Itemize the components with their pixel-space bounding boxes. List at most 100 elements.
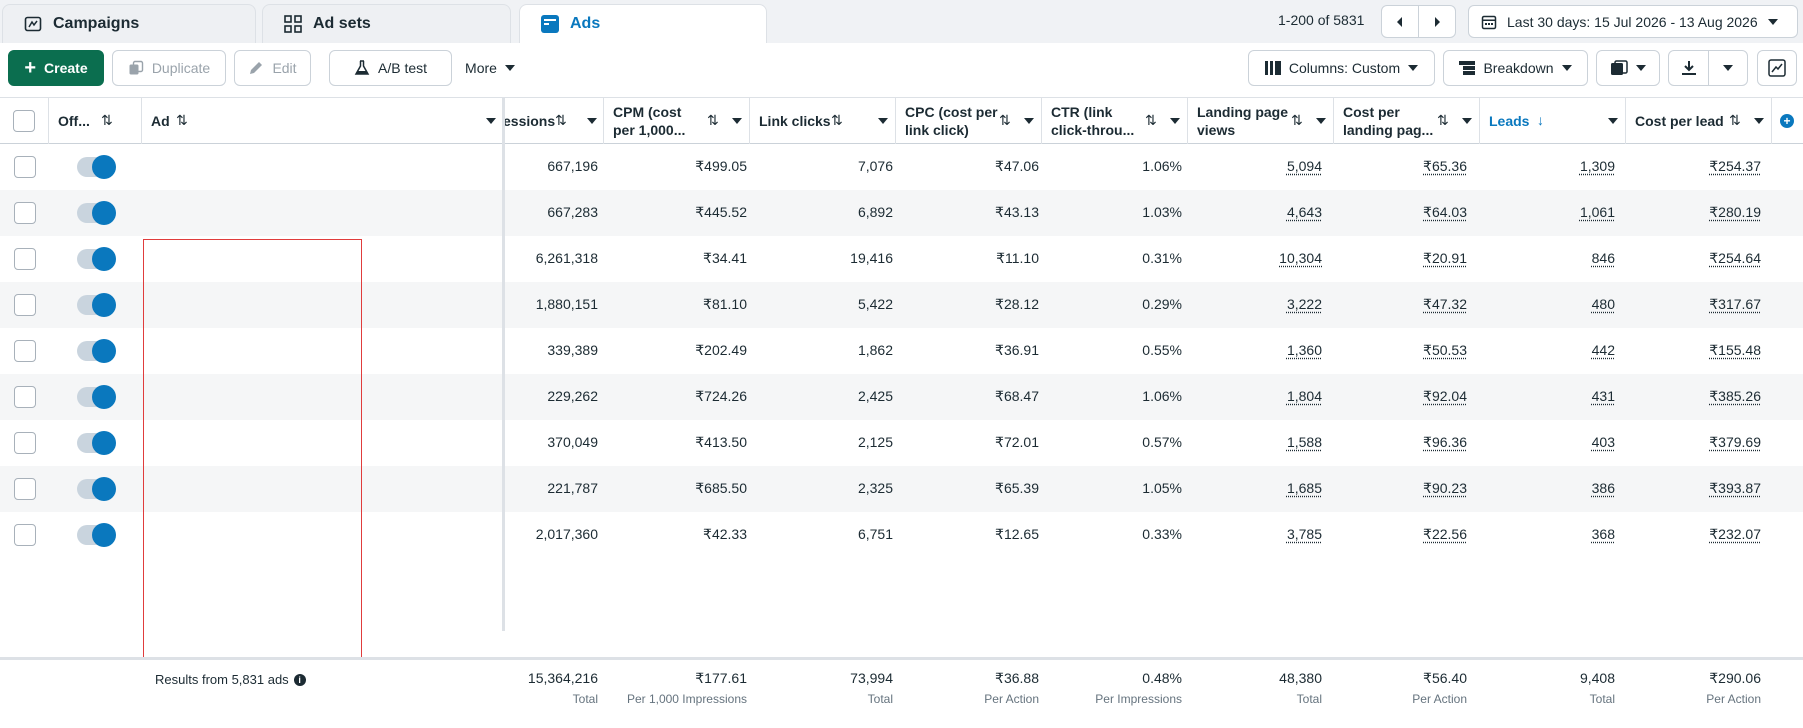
cell-lpv[interactable]: 3,785 bbox=[1287, 526, 1322, 542]
header-cpm[interactable]: CPM (cost per 1,000... ⇅ bbox=[604, 98, 750, 144]
row-checkbox[interactable] bbox=[14, 156, 36, 178]
cell-cplpv[interactable]: ₹65.36 bbox=[1423, 158, 1467, 175]
sort-icon[interactable]: ⇅ bbox=[707, 112, 719, 129]
cell-cplpv[interactable]: ₹96.36 bbox=[1423, 434, 1467, 451]
charts-button[interactable] bbox=[1757, 50, 1797, 86]
tab-campaigns[interactable]: Campaigns bbox=[2, 4, 256, 43]
more-button[interactable]: More bbox=[452, 50, 528, 86]
cell-lpv[interactable]: 5,094 bbox=[1287, 158, 1322, 174]
row-checkbox[interactable] bbox=[14, 294, 36, 316]
row-checkbox[interactable] bbox=[14, 432, 36, 454]
columns-button[interactable]: Columns: Custom bbox=[1248, 50, 1435, 86]
sort-icon[interactable]: ⇅ bbox=[1437, 112, 1449, 129]
header-cpc[interactable]: CPC (cost per link click) ⇅ bbox=[896, 98, 1042, 144]
header-ad[interactable]: Ad ⇅ bbox=[142, 98, 503, 144]
create-button[interactable]: + Create bbox=[8, 50, 104, 86]
select-all-checkbox[interactable] bbox=[13, 110, 35, 132]
export-button[interactable] bbox=[1668, 50, 1709, 86]
cell-cplpv[interactable]: ₹92.04 bbox=[1423, 388, 1467, 405]
cell-lpv[interactable]: 10,304 bbox=[1279, 250, 1322, 266]
cell-lpv[interactable]: 1,588 bbox=[1287, 434, 1322, 450]
cell-cpl[interactable]: ₹379.69 bbox=[1709, 434, 1761, 451]
row-checkbox[interactable] bbox=[14, 478, 36, 500]
header-cost-per-lead[interactable]: Cost per lead ⇅ bbox=[1626, 98, 1772, 144]
add-column-icon[interactable]: + bbox=[1780, 114, 1794, 128]
cell-cpl[interactable]: ₹254.64 bbox=[1709, 250, 1761, 267]
chevron-down-icon[interactable] bbox=[1316, 118, 1326, 124]
cell-cplpv[interactable]: ₹64.03 bbox=[1423, 204, 1467, 221]
header-landing-page-views[interactable]: Landing page views ⇅ bbox=[1188, 98, 1334, 144]
row-checkbox[interactable] bbox=[14, 340, 36, 362]
sort-icon[interactable]: ⇅ bbox=[555, 112, 567, 129]
table-row[interactable]: 667,196 ₹499.05 7,076 ₹47.06 1.06% 5,094 ₹65.3… bbox=[0, 144, 1803, 190]
ad-status-toggle[interactable] bbox=[77, 295, 115, 315]
sort-icon[interactable]: ⇅ bbox=[101, 112, 113, 129]
ad-status-toggle[interactable] bbox=[77, 203, 115, 223]
cell-cplpv[interactable]: ₹20.91 bbox=[1423, 250, 1467, 267]
ad-status-toggle[interactable] bbox=[77, 433, 115, 453]
cell-cplpv[interactable]: ₹22.56 bbox=[1423, 526, 1467, 543]
chevron-down-icon[interactable] bbox=[1462, 118, 1472, 124]
ad-status-toggle[interactable] bbox=[77, 249, 115, 269]
date-range-picker[interactable]: Last 30 days: 15 Jul 2026 - 13 Aug 2026 bbox=[1468, 5, 1798, 38]
sort-icon[interactable]: ⇅ bbox=[176, 112, 188, 129]
cell-cpl[interactable]: ₹317.67 bbox=[1709, 296, 1761, 313]
cell-leads[interactable]: 386 bbox=[1592, 480, 1615, 496]
row-checkbox[interactable] bbox=[14, 202, 36, 224]
header-ctr[interactable]: CTR (link click-throu... ⇅ bbox=[1042, 98, 1188, 144]
chevron-down-icon[interactable] bbox=[732, 118, 742, 124]
cell-cpl[interactable]: ₹155.48 bbox=[1709, 342, 1761, 359]
cell-lpv[interactable]: 1,360 bbox=[1287, 342, 1322, 358]
export-dropdown-button[interactable] bbox=[1708, 50, 1748, 86]
sort-icon[interactable]: ⇅ bbox=[999, 112, 1011, 129]
info-icon[interactable]: i bbox=[294, 674, 306, 686]
sort-icon[interactable]: ⇅ bbox=[1145, 112, 1157, 129]
ad-status-toggle[interactable] bbox=[77, 387, 115, 407]
header-off[interactable]: Off... ⇅ bbox=[49, 98, 142, 144]
cell-cpl[interactable]: ₹232.07 bbox=[1709, 526, 1761, 543]
cell-leads[interactable]: 403 bbox=[1592, 434, 1615, 450]
frozen-column-divider[interactable] bbox=[502, 97, 505, 631]
ad-status-toggle[interactable] bbox=[77, 341, 115, 361]
cell-cpl[interactable]: ₹280.19 bbox=[1709, 204, 1761, 221]
next-page-button[interactable] bbox=[1418, 5, 1456, 38]
chevron-down-icon[interactable] bbox=[1170, 118, 1180, 124]
edit-button[interactable]: Edit bbox=[234, 50, 311, 86]
cell-cplpv[interactable]: ₹50.53 bbox=[1423, 342, 1467, 359]
header-impressions[interactable]: essions ⇅ bbox=[503, 98, 604, 144]
chevron-down-icon[interactable] bbox=[1608, 118, 1618, 124]
cell-cpl[interactable]: ₹385.26 bbox=[1709, 388, 1761, 405]
reports-button[interactable] bbox=[1596, 50, 1660, 86]
chevron-down-icon[interactable] bbox=[587, 118, 597, 124]
chevron-down-icon[interactable] bbox=[1024, 118, 1034, 124]
ad-status-toggle[interactable] bbox=[77, 157, 115, 177]
cell-leads[interactable]: 442 bbox=[1592, 342, 1615, 358]
sort-icon[interactable]: ⇅ bbox=[1729, 112, 1741, 129]
cell-leads[interactable]: 431 bbox=[1592, 388, 1615, 404]
cell-leads[interactable]: 368 bbox=[1592, 526, 1615, 542]
chevron-down-icon[interactable] bbox=[486, 118, 496, 124]
row-checkbox[interactable] bbox=[14, 386, 36, 408]
ab-test-button[interactable]: A/B test bbox=[329, 50, 452, 86]
tab-ads[interactable]: Ads bbox=[519, 4, 767, 43]
cell-lpv[interactable]: 3,222 bbox=[1287, 296, 1322, 312]
duplicate-button[interactable]: Duplicate bbox=[112, 50, 226, 86]
header-leads[interactable]: Leads ↓ bbox=[1480, 98, 1626, 144]
cell-leads[interactable]: 480 bbox=[1592, 296, 1615, 312]
row-checkbox[interactable] bbox=[14, 248, 36, 270]
cell-cpl[interactable]: ₹393.87 bbox=[1709, 480, 1761, 497]
cell-cpl[interactable]: ₹254.37 bbox=[1709, 158, 1761, 175]
cell-lpv[interactable]: 4,643 bbox=[1287, 204, 1322, 220]
chevron-down-icon[interactable] bbox=[1754, 118, 1764, 124]
sort-icon[interactable]: ⇅ bbox=[831, 112, 843, 129]
header-cost-per-landing-page-view[interactable]: Cost per landing pag... ⇅ bbox=[1334, 98, 1480, 144]
row-checkbox[interactable] bbox=[14, 524, 36, 546]
tab-ad-sets[interactable]: Ad sets bbox=[262, 4, 511, 43]
ad-status-toggle[interactable] bbox=[77, 479, 115, 499]
breakdown-button[interactable]: Breakdown bbox=[1443, 50, 1588, 86]
cell-leads[interactable]: 1,309 bbox=[1580, 158, 1615, 174]
cell-cplpv[interactable]: ₹47.32 bbox=[1423, 296, 1467, 313]
cell-leads[interactable]: 846 bbox=[1592, 250, 1615, 266]
cell-cplpv[interactable]: ₹90.23 bbox=[1423, 480, 1467, 497]
sort-icon[interactable]: ⇅ bbox=[1291, 112, 1303, 129]
